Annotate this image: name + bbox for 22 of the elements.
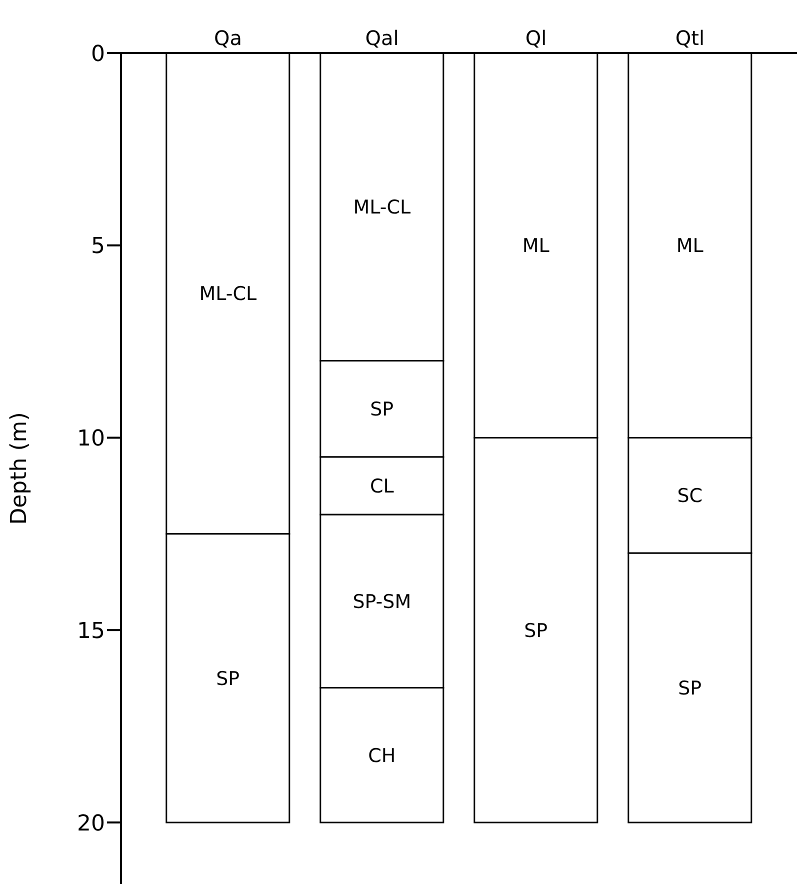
x-tick-label: Qa — [214, 26, 242, 50]
data-label: SC — [677, 485, 703, 508]
y-tick-label: 0 — [91, 42, 105, 67]
data-label: SP — [370, 398, 394, 421]
data-label: ML-CL — [353, 196, 411, 219]
x-tick-label: Ql — [525, 26, 547, 50]
x-tick-label: Qal — [365, 26, 399, 50]
data-label: SP — [678, 678, 702, 700]
y-tick-label: 5 — [91, 234, 105, 260]
x-tick-label: Qtl — [675, 26, 705, 50]
data-label: SP — [524, 620, 548, 642]
data-label: ML — [522, 235, 550, 258]
data-label: SP-SM — [352, 590, 412, 613]
y-axis-title: Depth (m) — [6, 412, 32, 525]
y-tick-label: 10 — [77, 426, 105, 452]
data-label: SP — [216, 668, 240, 690]
data-label: ML-CL — [199, 283, 257, 306]
y-tick-label: 20 — [77, 811, 105, 836]
y-tick-label: 15 — [77, 618, 105, 644]
data-label: CH — [368, 744, 396, 767]
data-label: CL — [370, 476, 394, 498]
data-label: ML — [676, 235, 704, 258]
